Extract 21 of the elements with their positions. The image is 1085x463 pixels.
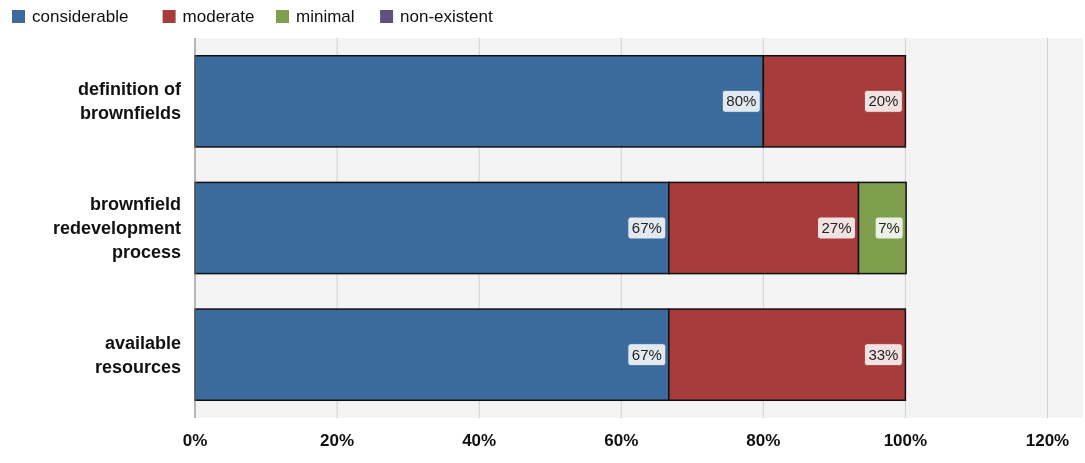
data-label: 33% bbox=[868, 345, 899, 363]
legend-label: minimal bbox=[296, 7, 355, 26]
data-label: 7% bbox=[878, 219, 900, 236]
x-tick-label: 100% bbox=[883, 431, 928, 450]
x-tick-label: 120% bbox=[1025, 431, 1070, 450]
x-tick-label: 40% bbox=[462, 431, 497, 450]
data-label: 80% bbox=[726, 92, 757, 110]
legend-label: non-existent bbox=[400, 7, 493, 26]
data-label: 67% bbox=[631, 219, 662, 236]
y-tick-label: definition of brownfields bbox=[78, 79, 182, 124]
y-tick-label: available resources bbox=[94, 332, 181, 377]
legend-label: moderate bbox=[182, 7, 255, 26]
y-tick-label: brownfield redevelopment process bbox=[52, 194, 181, 262]
x-tick-label: 20% bbox=[320, 431, 355, 450]
data-label: 20% bbox=[868, 92, 899, 110]
x-tick-label: 80% bbox=[746, 431, 781, 450]
legend-label: considerable bbox=[32, 7, 129, 26]
data-label: 67% bbox=[631, 345, 662, 363]
data-label: 27% bbox=[821, 219, 852, 236]
x-tick-label: 60% bbox=[604, 431, 639, 450]
x-tick-label: 0% bbox=[182, 431, 208, 450]
